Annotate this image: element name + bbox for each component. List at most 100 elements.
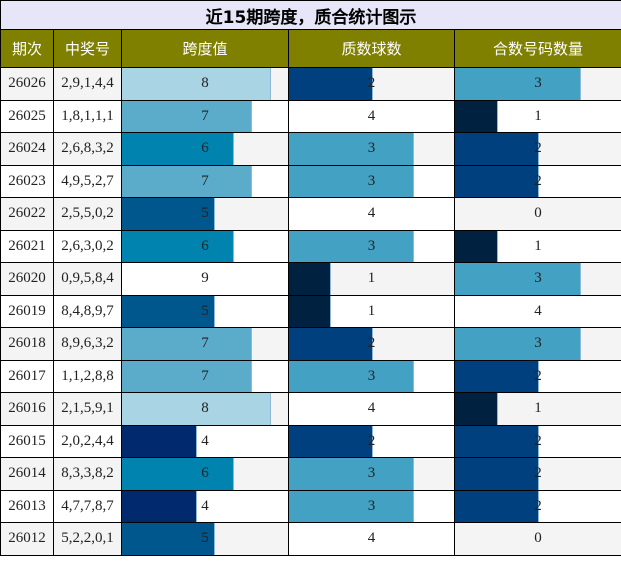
span-cell-bar bbox=[122, 165, 253, 197]
prime-count-cell-value: 4 bbox=[367, 205, 376, 222]
issue-cell: 26017 bbox=[0, 359, 54, 393]
span-cell-value: 7 bbox=[201, 367, 209, 384]
span-cell-bar bbox=[122, 68, 271, 100]
table-row: 26015 2,0,2,4,4 4 2 2 bbox=[0, 424, 621, 458]
composite-count-cell: 0 bbox=[453, 522, 621, 556]
span-cell-value: 6 bbox=[201, 465, 209, 482]
composite-count-cell-value: 2 bbox=[534, 432, 542, 449]
table-row: 26013 4,7,7,8,7 4 3 2 bbox=[0, 489, 621, 523]
span-cell: 7 bbox=[121, 327, 289, 361]
span-cell-bar bbox=[122, 230, 234, 262]
table-row: 26014 8,3,3,8,2 6 3 2 bbox=[0, 457, 621, 491]
composite-count-cell-bar bbox=[455, 393, 498, 425]
issue-cell: 26015 bbox=[0, 424, 54, 458]
numbers-cell: 2,0,2,4,4 bbox=[53, 424, 122, 458]
numbers-cell: 4,9,5,2,7 bbox=[53, 164, 122, 198]
composite-count-cell: 3 bbox=[453, 327, 621, 361]
prime-count-cell-value: 2 bbox=[367, 75, 376, 92]
span-cell-value: 7 bbox=[201, 172, 209, 189]
span-cell: 4 bbox=[121, 489, 289, 523]
issue-cell: 26012 bbox=[0, 522, 54, 556]
span-cell: 6 bbox=[121, 457, 289, 491]
span-cell: 6 bbox=[121, 132, 289, 166]
span-cell-value: 4 bbox=[201, 432, 209, 449]
table-row: 26026 2,9,1,4,4 8 2 3 bbox=[0, 67, 621, 101]
prime-count-cell-bar bbox=[289, 425, 373, 457]
prime-count-cell: 2 bbox=[288, 67, 455, 101]
chart-title: 近15期跨度，质合统计图示 bbox=[0, 0, 621, 30]
prime-count-cell-value: 3 bbox=[367, 465, 376, 482]
prime-count-cell-value: 2 bbox=[367, 432, 376, 449]
table-row: 26024 2,6,8,3,2 6 3 2 bbox=[0, 132, 621, 166]
composite-count-cell: 2 bbox=[453, 489, 621, 523]
header-numbers: 中奖号 bbox=[53, 29, 122, 68]
composite-count-cell: 3 bbox=[453, 262, 621, 296]
composite-count-cell: 0 bbox=[453, 197, 621, 231]
numbers-cell: 2,1,5,9,1 bbox=[53, 392, 122, 426]
composite-count-cell-value: 2 bbox=[534, 367, 542, 384]
span-cell: 7 bbox=[121, 359, 289, 393]
prime-count-cell: 2 bbox=[288, 424, 455, 458]
prime-count-cell-value: 3 bbox=[367, 367, 376, 384]
issue-cell: 26014 bbox=[0, 457, 54, 491]
composite-count-cell: 1 bbox=[453, 99, 621, 133]
span-cell-value: 4 bbox=[201, 497, 209, 514]
numbers-cell: 0,9,5,8,4 bbox=[53, 262, 122, 296]
prime-count-cell-bar bbox=[289, 490, 414, 522]
numbers-cell: 5,2,2,0,1 bbox=[53, 522, 122, 556]
span-cell-bar bbox=[122, 490, 197, 522]
numbers-cell: 2,6,3,0,2 bbox=[53, 229, 122, 263]
span-cell: 8 bbox=[121, 392, 289, 426]
composite-count-cell-value: 2 bbox=[534, 140, 542, 157]
span-cell-bar bbox=[122, 100, 253, 132]
issue-cell: 26024 bbox=[0, 132, 54, 166]
prime-count-cell-bar bbox=[289, 263, 332, 295]
composite-count-cell: 4 bbox=[453, 294, 621, 328]
issue-cell: 26020 bbox=[0, 262, 54, 296]
composite-count-cell-bar bbox=[455, 458, 540, 490]
prime-count-cell: 3 bbox=[288, 359, 455, 393]
span-cell: 9 bbox=[121, 262, 289, 296]
span-cell-value: 5 bbox=[201, 302, 209, 319]
composite-count-cell: 2 bbox=[453, 359, 621, 393]
table-row: 26022 2,5,5,0,2 5 4 0 bbox=[0, 197, 621, 231]
composite-count-cell-bar bbox=[455, 263, 581, 295]
prime-count-cell-bar bbox=[289, 133, 414, 165]
composite-count-cell: 2 bbox=[453, 457, 621, 491]
composite-count-cell-value: 1 bbox=[534, 237, 542, 254]
composite-count-cell-bar bbox=[455, 425, 540, 457]
prime-count-cell: 4 bbox=[288, 522, 455, 556]
table-row: 26012 5,2,2,0,1 5 4 0 bbox=[0, 522, 621, 556]
composite-count-cell: 2 bbox=[453, 424, 621, 458]
composite-count-cell: 1 bbox=[453, 229, 621, 263]
composite-count-cell-value: 1 bbox=[534, 107, 542, 124]
span-cell-bar bbox=[122, 360, 253, 392]
prime-count-cell-value: 3 bbox=[367, 172, 376, 189]
numbers-cell: 2,5,5,0,2 bbox=[53, 197, 122, 231]
table-row: 26025 1,8,1,1,1 7 4 1 bbox=[0, 99, 621, 133]
table-row: 26016 2,1,5,9,1 8 4 1 bbox=[0, 392, 621, 426]
span-cell-bar bbox=[122, 328, 253, 360]
prime-count-cell-bar bbox=[289, 165, 414, 197]
composite-count-cell-value: 2 bbox=[534, 497, 542, 514]
table-body: 26026 2,9,1,4,4 8 2 3 26025 1,8,1,1,1 7 4 1 26024 2… bbox=[0, 67, 621, 556]
composite-count-cell-value: 3 bbox=[534, 335, 542, 352]
span-cell-bar bbox=[122, 458, 234, 490]
span-cell-value: 8 bbox=[201, 75, 209, 92]
numbers-cell: 8,9,6,3,2 bbox=[53, 327, 122, 361]
numbers-cell: 8,4,8,9,7 bbox=[53, 294, 122, 328]
span-cell-value: 6 bbox=[201, 237, 209, 254]
span-cell: 7 bbox=[121, 99, 289, 133]
composite-count-cell: 1 bbox=[453, 392, 621, 426]
composite-count-cell: 2 bbox=[453, 164, 621, 198]
numbers-cell: 8,3,3,8,2 bbox=[53, 457, 122, 491]
span-cell: 5 bbox=[121, 522, 289, 556]
span-cell: 4 bbox=[121, 424, 289, 458]
composite-count-cell-bar bbox=[455, 68, 581, 100]
prime-count-cell: 3 bbox=[288, 457, 455, 491]
table-row: 26023 4,9,5,2,7 7 3 2 bbox=[0, 164, 621, 198]
composite-count-cell: 2 bbox=[453, 132, 621, 166]
prime-count-cell: 4 bbox=[288, 99, 455, 133]
header-prime-count: 质数球数 bbox=[288, 29, 455, 68]
